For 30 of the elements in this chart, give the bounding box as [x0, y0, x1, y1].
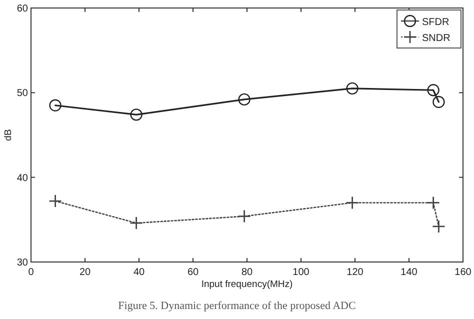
x-tick-label: 140: [400, 267, 418, 278]
point: [426, 196, 440, 210]
x-tick-label: 0: [28, 267, 34, 278]
point: [49, 99, 62, 112]
caption: Figure 5. Dynamic performance of the proposed ADC: [118, 300, 356, 312]
y-axis-title: dB: [3, 129, 14, 141]
point: [432, 220, 446, 234]
x-tick-label: 80: [241, 267, 253, 278]
point: [346, 82, 358, 95]
point: [427, 84, 440, 96]
point: [130, 108, 142, 121]
x-tick-label: 120: [346, 267, 364, 278]
y-tick-label: 60: [16, 4, 28, 14]
x-tick-label: 100: [292, 267, 310, 278]
y-tick-label: 50: [16, 88, 28, 100]
y-tick-label: 40: [16, 172, 28, 184]
x-tick-label: 20: [79, 267, 91, 278]
x-tick-label: 40: [133, 267, 145, 278]
point: [432, 96, 445, 108]
y-tick-label: 30: [16, 258, 28, 268]
point: [130, 216, 143, 230]
x-tick-label: 160: [454, 267, 472, 278]
legend-label: SFDR: [422, 17, 450, 28]
x-tick-label: 60: [187, 267, 199, 278]
point: [346, 196, 359, 210]
point: [48, 194, 62, 208]
point: [238, 93, 250, 106]
x-axis-title: Input frequency(MHz): [201, 279, 293, 290]
point: [238, 210, 251, 223]
legend-label: SNDR: [422, 33, 450, 44]
